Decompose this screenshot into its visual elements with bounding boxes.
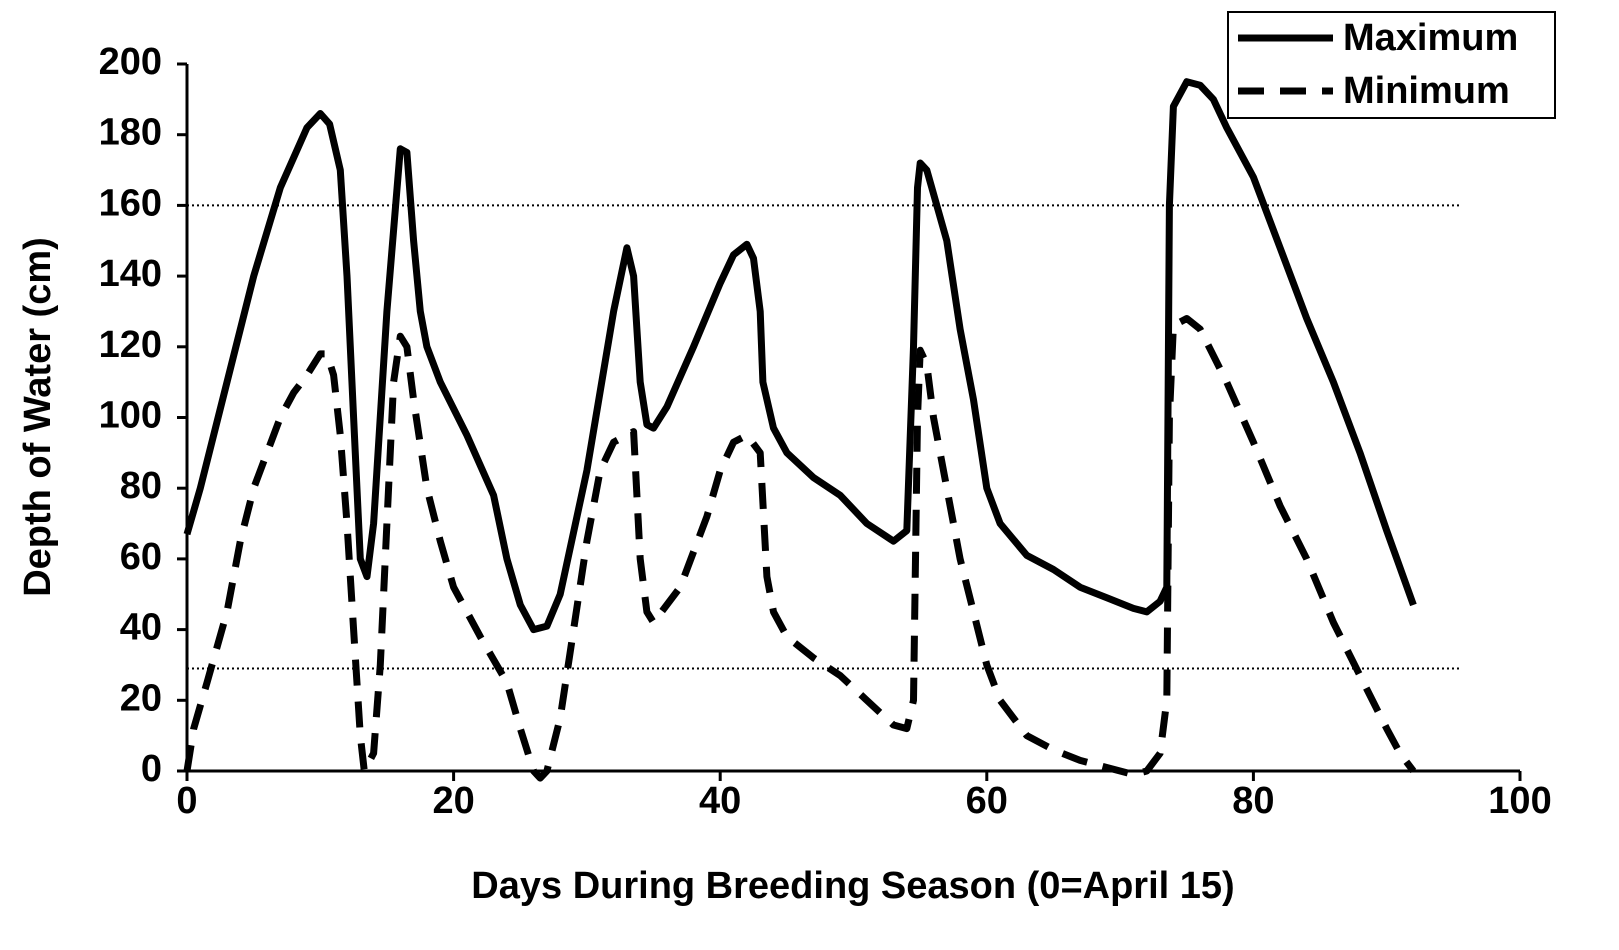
- legend-label: Maximum: [1343, 17, 1518, 59]
- y-tick-label: 100: [99, 395, 162, 437]
- y-tick-label: 40: [120, 607, 162, 649]
- legend-label: Minimum: [1343, 70, 1510, 112]
- x-tick-label: 100: [1488, 780, 1551, 822]
- y-tick-label: 0: [141, 748, 162, 790]
- y-tick-label: 200: [99, 41, 162, 83]
- line-series: [183, 78, 1417, 634]
- y-tick-label: 120: [99, 324, 162, 366]
- y-tick-label: 180: [99, 112, 162, 154]
- x-tick-label: 20: [432, 780, 474, 822]
- y-tick-label: 140: [99, 253, 162, 295]
- y-tick-label: 160: [99, 182, 162, 224]
- y-axis-label: Depth of Water (cm): [17, 237, 59, 597]
- y-tick-label: 60: [120, 536, 162, 578]
- y-tick-label: 20: [120, 677, 162, 719]
- x-tick-label: 80: [1232, 780, 1274, 822]
- x-axis-label: Days During Breeding Season (0=April 15): [471, 865, 1234, 907]
- x-tick-label: 60: [966, 780, 1008, 822]
- x-tick-label: 0: [176, 780, 197, 822]
- line-series: [183, 315, 1417, 782]
- legend-box: [1227, 11, 1556, 119]
- x-tick-label: 40: [699, 780, 741, 822]
- y-tick-label: 80: [120, 465, 162, 507]
